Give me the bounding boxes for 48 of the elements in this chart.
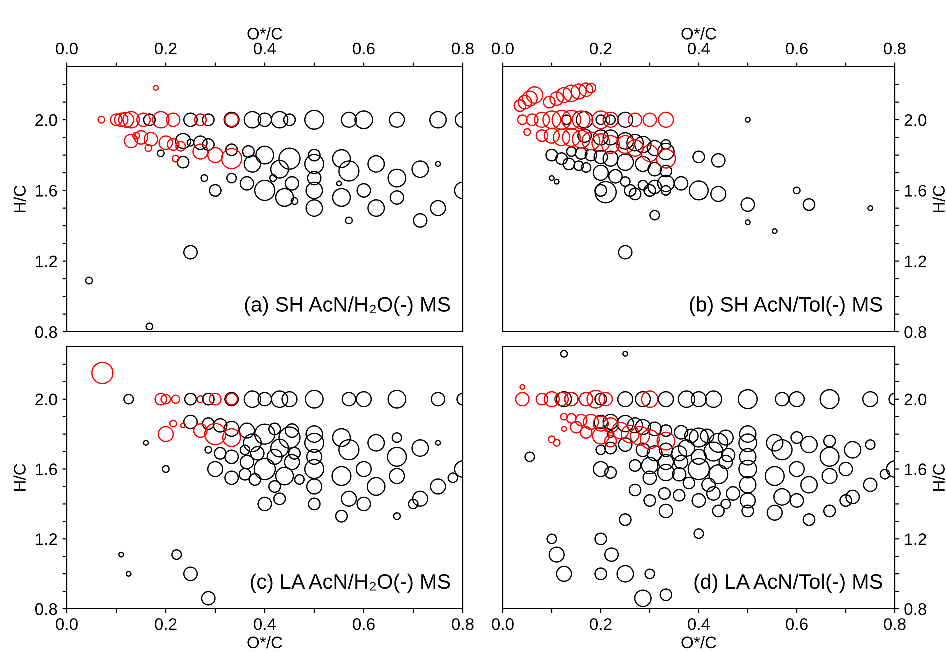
y-tick-label: 1.6 bbox=[905, 185, 926, 197]
y-tick-label: 1.2 bbox=[36, 256, 58, 268]
annotation: (a) SH AcN/H₂O(-) MS bbox=[245, 296, 450, 316]
x-tick-label: 0.4 bbox=[254, 618, 276, 630]
y-tick-label: 1.2 bbox=[36, 534, 58, 546]
x-tick-label: 0.0 bbox=[56, 618, 78, 630]
annotation: (c) LA AcN/H₂O(-) MS bbox=[251, 574, 450, 594]
y-tick-label: 1.6 bbox=[905, 464, 926, 476]
y-axis-title: H/C bbox=[932, 186, 945, 212]
x-tick-label: 0.2 bbox=[590, 618, 612, 630]
x-axis-title: O*/C bbox=[682, 28, 716, 40]
y-tick-label: 1.2 bbox=[905, 256, 926, 268]
x-tick-label: 0.6 bbox=[786, 42, 808, 55]
x-axis-title: O*/C bbox=[248, 636, 282, 649]
y-tick-label: 2.0 bbox=[904, 114, 927, 126]
x-tick-label: 0.6 bbox=[786, 618, 808, 630]
x-tick-label: 0.8 bbox=[452, 618, 474, 630]
y-tick-label: 0.8 bbox=[35, 603, 58, 616]
y-axis-title: H/C bbox=[932, 464, 945, 491]
x-tick-label: 0.2 bbox=[155, 42, 177, 55]
x-tick-label: 0.2 bbox=[590, 42, 612, 55]
x-tick-label: 0.6 bbox=[353, 42, 375, 55]
annotation: (d) LA AcN/Tol(-) MS bbox=[694, 574, 882, 594]
x-tick-label: 0.6 bbox=[353, 618, 375, 630]
x-axis-title: O*/C bbox=[682, 636, 716, 649]
x-tick-label: 0.4 bbox=[688, 42, 710, 55]
annotation: (b) SH AcN/Tol(-) MS bbox=[690, 296, 882, 316]
y-axis-title: H/C bbox=[14, 464, 26, 491]
x-axis-title: O*/C bbox=[248, 28, 282, 40]
y-tick-label: 0.8 bbox=[904, 603, 926, 616]
x-tick-label: 0.8 bbox=[884, 42, 906, 55]
y-tick-label: 0.8 bbox=[35, 326, 58, 338]
x-tick-label: 0.0 bbox=[492, 618, 514, 630]
y-tick-label: 0.8 bbox=[904, 326, 926, 338]
y-tick-label: 1.6 bbox=[36, 464, 58, 476]
y-tick-label: 2.0 bbox=[36, 394, 58, 406]
y-tick-label: 1.6 bbox=[36, 185, 58, 197]
x-tick-label: 0.0 bbox=[56, 42, 78, 55]
x-tick-label: 0.2 bbox=[155, 618, 177, 630]
y-axis-title: H/C bbox=[14, 186, 26, 212]
x-tick-label: 0.4 bbox=[688, 618, 710, 630]
y-tick-label: 2.0 bbox=[36, 114, 58, 126]
y-tick-label: 2.0 bbox=[904, 394, 927, 406]
x-tick-label: 0.8 bbox=[884, 618, 906, 630]
x-tick-label: 0.0 bbox=[492, 42, 514, 55]
y-tick-label: 1.2 bbox=[905, 534, 926, 546]
x-tick-label: 0.8 bbox=[452, 42, 474, 55]
x-tick-label: 0.4 bbox=[254, 42, 276, 55]
